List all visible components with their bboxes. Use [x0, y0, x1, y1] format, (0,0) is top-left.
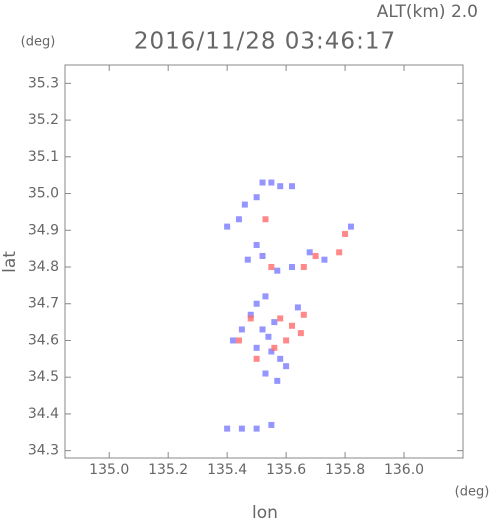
echo-point [289, 322, 296, 329]
echo-point [300, 311, 307, 318]
y-tick-label: 35.1 [28, 149, 59, 165]
echo-point [274, 377, 281, 384]
echo-point [262, 293, 269, 300]
echo-point [277, 315, 284, 322]
x-unit: (deg) [455, 485, 490, 500]
echo-point [253, 425, 260, 432]
y-axis-label: lat [0, 251, 20, 273]
echo-point [265, 333, 272, 340]
y-tick-label: 34.3 [28, 443, 59, 459]
x-axis-label: lon [252, 503, 278, 521]
echo-point [247, 311, 254, 318]
echo-point [271, 319, 278, 326]
echo-point [297, 330, 304, 337]
echo-point [294, 304, 301, 311]
y-tick-label: 34.8 [28, 259, 59, 275]
echo-point [283, 337, 290, 344]
echo-point [253, 300, 260, 307]
echo-point [253, 355, 260, 362]
y-tick-label: 34.5 [28, 369, 59, 385]
plot-frame [64, 64, 464, 459]
echo-point [336, 249, 343, 256]
echo-point [277, 355, 284, 362]
x-tick-label: 135.0 [89, 462, 129, 478]
echo-point [306, 249, 313, 256]
echo-point [259, 326, 266, 333]
echo-point [271, 344, 278, 351]
y-tick-label: 35.0 [28, 186, 59, 202]
echo-point [253, 194, 260, 201]
echo-point [253, 344, 260, 351]
y-tick-label: 35.2 [28, 112, 59, 128]
echo-point [235, 216, 242, 223]
echo-point [289, 183, 296, 190]
echo-point [277, 183, 284, 190]
x-tick-label: 136.0 [384, 462, 424, 478]
echo-point [342, 230, 349, 237]
echo-point [268, 179, 275, 186]
echo-point [283, 363, 290, 370]
echo-point [244, 256, 251, 263]
echo-point [238, 326, 245, 333]
echo-point [274, 267, 281, 274]
x-tick-label: 135.8 [325, 462, 365, 478]
echo-point [268, 348, 275, 355]
echo-point [238, 425, 245, 432]
echo-point [247, 315, 254, 322]
echo-point [347, 223, 354, 230]
x-tick-label: 135.2 [148, 462, 188, 478]
echo-point [259, 252, 266, 259]
y-tick-label: 34.4 [28, 406, 59, 422]
echo-point [300, 264, 307, 271]
echo-point [259, 179, 266, 186]
echo-point [321, 256, 328, 263]
chart-title: 2016/11/28 03:46:17 [134, 29, 396, 55]
y-unit: (deg) [21, 35, 56, 50]
echo-point [235, 337, 242, 344]
x-tick-label: 135.6 [266, 462, 306, 478]
echo-point [268, 264, 275, 271]
echo-point [230, 337, 237, 344]
echo-point [262, 216, 269, 223]
echo-point [262, 370, 269, 377]
altitude-label: ALT(km) 2.0 [377, 2, 478, 22]
y-tick-label: 35.3 [28, 75, 59, 91]
y-tick-label: 34.7 [28, 296, 59, 312]
echo-point [224, 425, 231, 432]
y-tick-label: 34.9 [28, 222, 59, 238]
y-tick-label: 34.6 [28, 332, 59, 348]
echo-point [253, 241, 260, 248]
echo-point [241, 201, 248, 208]
echo-point [224, 223, 231, 230]
echo-point [268, 421, 275, 428]
echo-point [289, 264, 296, 271]
echo-point [312, 252, 319, 259]
x-tick-label: 135.4 [207, 462, 247, 478]
